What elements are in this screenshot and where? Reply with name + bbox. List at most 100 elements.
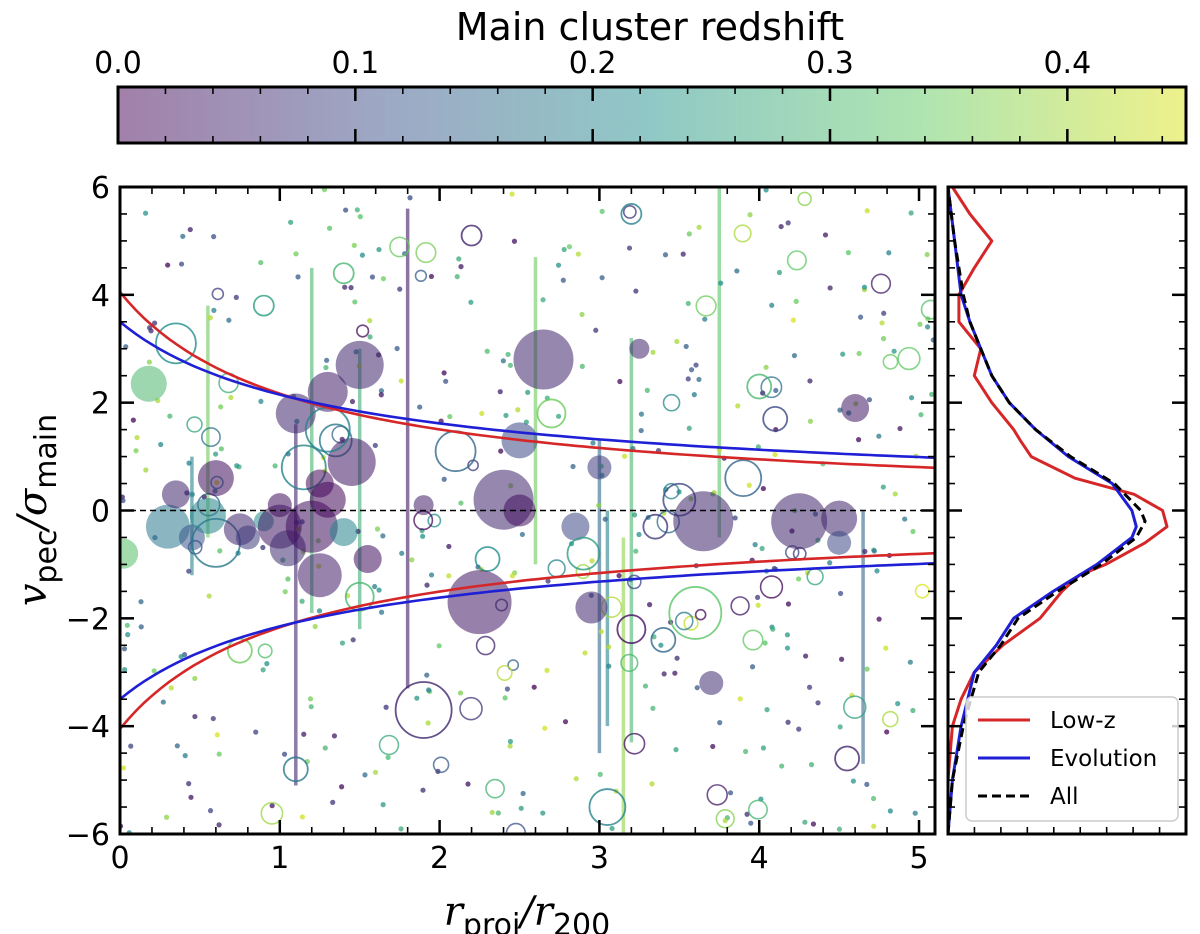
density-curve-low-z <box>948 187 1169 834</box>
field-galaxy-point <box>773 387 779 394</box>
field-galaxy-point <box>796 576 802 582</box>
subcluster-point <box>827 530 852 555</box>
field-galaxy-point <box>544 667 550 674</box>
field-galaxy-point <box>579 363 585 370</box>
field-galaxy-point <box>301 731 307 737</box>
field-galaxy-point <box>260 544 266 551</box>
x-tick-label: 3 <box>590 841 609 876</box>
subcluster-point <box>668 586 723 640</box>
field-galaxy-point <box>385 754 391 761</box>
subcluster-point <box>252 294 275 317</box>
legend-label-evolution: Evolution <box>1050 746 1157 772</box>
subcluster-point <box>561 512 590 541</box>
field-galaxy-point <box>511 238 518 244</box>
field-galaxy-point <box>662 393 681 412</box>
legend: Low-z Evolution All <box>965 696 1179 822</box>
field-galaxy-point <box>151 320 158 326</box>
field-galaxy-point <box>691 392 697 398</box>
field-galaxy-point <box>620 653 639 672</box>
field-galaxy-point <box>389 236 411 258</box>
field-galaxy-point <box>642 683 649 689</box>
y-tick-label: 4 <box>91 279 110 314</box>
field-galaxy-point <box>316 608 323 614</box>
y-tick-label: −6 <box>66 818 110 853</box>
field-galaxy-point <box>502 695 508 701</box>
field-galaxy-point <box>914 583 930 599</box>
field-galaxy-point <box>228 394 234 401</box>
field-galaxy-point <box>902 516 908 522</box>
field-galaxy-point <box>857 314 864 320</box>
field-galaxy-point <box>515 407 521 413</box>
field-galaxy-point <box>779 763 785 769</box>
field-galaxy-point <box>468 299 474 305</box>
field-galaxy-point <box>484 348 490 354</box>
field-galaxy-point <box>626 574 642 590</box>
field-galaxy-point <box>727 790 734 796</box>
y-axis-label-sub1: pec <box>29 530 64 584</box>
field-galaxy-point <box>881 310 887 316</box>
field-galaxy-point <box>589 558 595 564</box>
field-galaxy-point <box>182 753 188 759</box>
field-galaxy-point <box>163 814 170 820</box>
field-galaxy-point <box>414 695 420 701</box>
x-tick-label: 5 <box>909 841 928 876</box>
field-galaxy-point <box>702 316 708 322</box>
field-galaxy-point <box>507 659 520 671</box>
subcluster-point <box>282 756 309 783</box>
field-galaxy-point <box>807 418 814 424</box>
field-galaxy-point <box>810 821 817 827</box>
field-galaxy-point <box>376 587 382 593</box>
field-galaxy-point <box>910 707 916 714</box>
field-galaxy-point <box>356 324 370 338</box>
caustic-curve <box>120 320 935 459</box>
field-galaxy-point <box>339 640 346 646</box>
field-galaxy-point <box>685 376 691 382</box>
subcluster-point <box>503 494 536 527</box>
field-galaxy-point <box>918 412 924 418</box>
scatter-frame <box>118 185 937 836</box>
field-galaxy-point <box>260 667 266 673</box>
field-galaxy-point <box>695 295 717 317</box>
field-galaxy-point <box>785 719 791 725</box>
field-galaxy-point <box>715 809 735 829</box>
field-galaxy-point <box>749 664 756 670</box>
field-galaxy-point <box>763 364 769 370</box>
density-panel: Low-z Evolution All <box>946 185 1188 836</box>
field-galaxy-point <box>924 324 931 330</box>
x-tick-label: 4 <box>750 841 769 876</box>
field-galaxy-point <box>507 743 513 749</box>
subcluster-point <box>673 491 734 552</box>
field-galaxy-point <box>504 686 511 692</box>
field-galaxy-point <box>917 321 923 327</box>
field-galaxy-point <box>840 351 846 357</box>
field-galaxy-point <box>590 440 596 446</box>
field-galaxy-point <box>759 545 765 552</box>
subcluster-point <box>394 681 453 739</box>
field-galaxy-point <box>815 700 821 706</box>
field-galaxy-point <box>672 670 678 676</box>
field-galaxy-point <box>454 274 460 280</box>
field-galaxy-point <box>929 391 935 397</box>
field-galaxy-point <box>414 269 428 283</box>
field-galaxy-point <box>350 637 356 643</box>
field-galaxy-point <box>540 297 546 303</box>
field-galaxy-point <box>374 526 381 532</box>
field-galaxy-point <box>837 724 843 730</box>
field-galaxy-point <box>895 701 901 707</box>
field-galaxy-point <box>566 244 573 250</box>
field-galaxy-point <box>192 713 198 720</box>
field-galaxy-point <box>378 734 400 756</box>
colorbar-tick-label: 0.4 <box>1043 46 1091 81</box>
field-galaxy-point <box>138 624 144 630</box>
field-galaxy-point <box>683 615 699 631</box>
field-galaxy-point <box>623 732 646 755</box>
field-galaxy-point <box>425 720 431 726</box>
field-galaxy-point <box>186 568 192 574</box>
field-galaxy-point <box>644 387 650 393</box>
subcluster-point <box>821 500 858 537</box>
subcluster-point <box>587 455 612 480</box>
field-galaxy-point <box>258 398 264 404</box>
field-galaxy-point <box>443 378 449 384</box>
colorbar-tick-label: 0.3 <box>806 46 854 81</box>
field-galaxy-point <box>808 762 815 768</box>
